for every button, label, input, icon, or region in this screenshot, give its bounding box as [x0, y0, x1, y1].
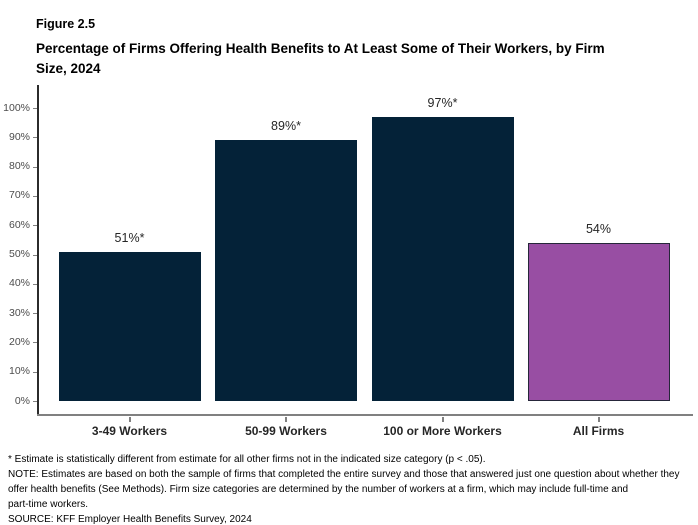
y-tick-label: 80% — [8, 160, 30, 173]
y-tick-label: 60% — [8, 218, 30, 231]
bar-value-label: 54% — [585, 221, 612, 236]
x-tick-mark — [285, 417, 287, 422]
y-tick-label: 20% — [8, 335, 30, 348]
y-tick-label: 10% — [8, 365, 30, 378]
y-tick-mark — [33, 313, 37, 315]
x-category-label: 100 or More Workers — [383, 424, 502, 438]
x-tick-mark — [128, 417, 131, 422]
footnote-note-line-3: part-time workers. — [8, 499, 89, 510]
y-tick-mark — [33, 225, 37, 227]
y-tick-label: 50% — [8, 248, 30, 260]
x-category-label: All Firms — [572, 424, 625, 438]
y-tick-label: 100% — [3, 101, 30, 114]
bar-chart-plot-area: 0% 10% 20% 30% 40% 50% 60% 70% 80% 90% 100% 51%* 89%… — [3, 85, 693, 416]
x-axis-line — [37, 414, 693, 416]
footnotes: * Estimate is statistically different fr… — [8, 452, 696, 525]
bar-3-49-workers — [58, 251, 201, 401]
bar-value-label: 97%* — [427, 95, 458, 110]
x-category-label: 3-49 Workers — [91, 424, 168, 438]
y-tick-mark — [33, 166, 37, 168]
y-axis-line — [37, 85, 39, 416]
y-tick-mark — [33, 283, 37, 285]
y-tick-mark — [33, 108, 37, 109]
y-tick-mark — [33, 137, 37, 139]
y-tick-label: 30% — [8, 306, 30, 319]
bar-all-firms — [527, 242, 670, 401]
y-tick-label: 70% — [8, 189, 30, 202]
y-tick-mark — [33, 195, 37, 197]
figure-title-line-2: Size, 2024 — [36, 61, 101, 76]
footnote-source: SOURCE: KFF Employer Health Benefits Sur… — [8, 514, 252, 525]
bar-100-or-more-workers — [371, 116, 514, 401]
y-tick-label: 90% — [8, 130, 30, 143]
footnote-note-line-2: offer health benefits (See Methods). Fir… — [8, 484, 629, 495]
x-tick-mark — [597, 417, 600, 422]
bar-value-label: 51%* — [114, 230, 145, 245]
y-tick-mark — [33, 371, 37, 373]
figure-title-line-1: Percentage of Firms Offering Health Bene… — [36, 41, 605, 56]
y-tick-label: 40% — [8, 277, 30, 290]
x-tick-mark — [441, 417, 444, 422]
footnote-note-line-1: NOTE: Estimates are based on both the sa… — [8, 469, 680, 480]
figure-title: Percentage of Firms Offering Health Bene… — [36, 39, 676, 79]
figure-header: Figure 2.5 Percentage of Firms Offering … — [36, 17, 676, 79]
figure-number: Figure 2.5 — [36, 17, 96, 31]
bar-value-label: 89%* — [271, 119, 301, 134]
footnote-significance: * Estimate is statistically different fr… — [8, 454, 486, 465]
y-tick-mark — [33, 254, 37, 256]
bar-50-99-workers — [215, 140, 357, 401]
y-tick-mark — [33, 342, 37, 344]
x-category-label: 50-99 Workers — [245, 424, 327, 438]
y-tick-label: 0% — [14, 394, 30, 407]
y-tick-mark — [33, 401, 37, 402]
